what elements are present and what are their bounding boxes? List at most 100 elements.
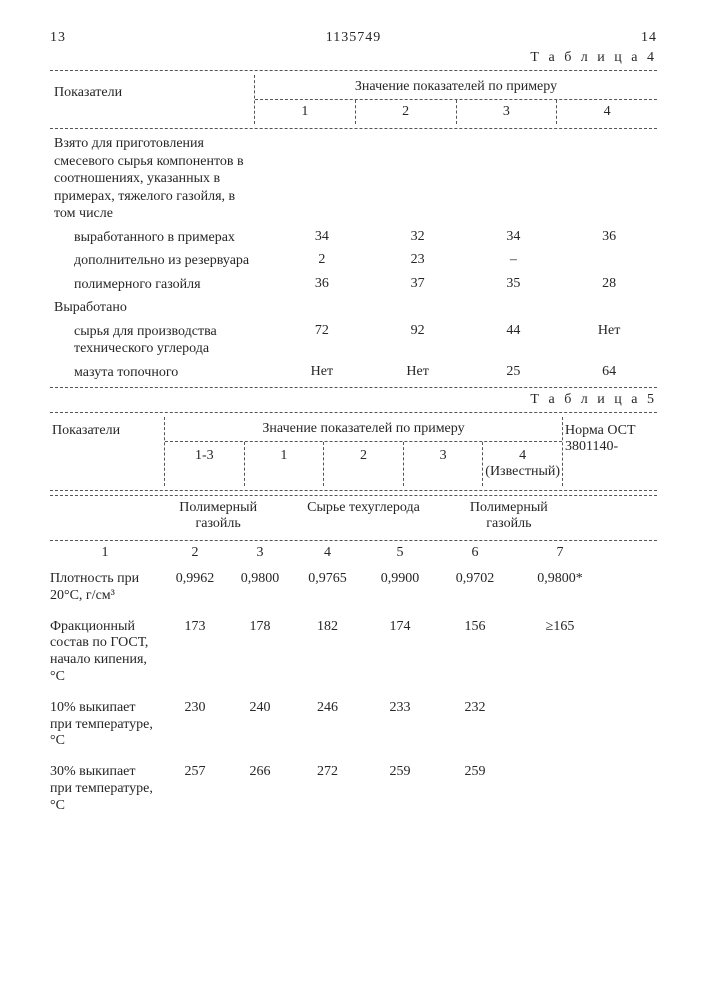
table5-colnum: 7: [515, 545, 605, 561]
table5-cell: 259: [365, 764, 435, 814]
table4-cell: [254, 299, 355, 317]
table5-cell: [515, 764, 605, 814]
table5-excol: 4 (Известный): [482, 442, 562, 486]
table5-cell: 156: [435, 619, 515, 686]
table5-cell: 240: [230, 700, 290, 750]
table4-cell: [355, 135, 456, 223]
divider: [50, 412, 657, 413]
table4-cell: [254, 135, 355, 223]
table4-cell: 2: [274, 252, 370, 270]
table4-body: Взято для приготовления смесевого сырья …: [50, 135, 657, 381]
table5-cell: 246: [290, 700, 365, 750]
table5-cell: 174: [365, 619, 435, 686]
divider: [50, 128, 657, 129]
table4-col: 2: [355, 100, 456, 124]
table5-cell: 259: [435, 764, 515, 814]
table4-indicators-label: Показатели: [50, 75, 254, 124]
table4-cell: Нет: [370, 364, 466, 382]
table4-col: 1: [255, 100, 355, 124]
table4-cell: [456, 135, 557, 223]
table4-row: дополнительно из резервуара223–: [50, 252, 657, 270]
table5-cell: 266: [230, 764, 290, 814]
table5-cell: 0,9900: [365, 571, 435, 605]
table5-colnum: 4: [290, 545, 365, 561]
page-left: 13: [50, 30, 66, 46]
table5-row: 30% выкипает при температуре, °С25726627…: [50, 764, 657, 814]
table4-cell: [556, 299, 657, 317]
table5-colnum: 5: [365, 545, 435, 561]
table4-row-label: Выработано: [50, 299, 254, 317]
table5-cell: 257: [160, 764, 230, 814]
table5-row: Фракционный состав по ГОСТ, начало кипен…: [50, 619, 657, 686]
table5-cell: 178: [230, 619, 290, 686]
table4-row-label: Взято для приготовления смесевого сырья …: [50, 135, 254, 223]
table5-group-row: Полимерный газойль Сырье техуглерода Пол…: [50, 495, 657, 536]
divider: [50, 540, 657, 541]
table4-row: мазута топочногоНетНет2564: [50, 364, 657, 382]
table5-row-label: Плотность при 20°С, г/см³: [50, 571, 160, 605]
table5-cell: 233: [365, 700, 435, 750]
table4-row: Взято для приготовления смесевого сырья …: [50, 135, 657, 223]
table4-cell: 36: [274, 276, 370, 294]
divider: [50, 490, 657, 491]
table5-colnum: 1: [50, 545, 160, 561]
table4-row: сырья для производства технического угле…: [50, 323, 657, 358]
table4-cell: 25: [466, 364, 562, 382]
table5-colnums: 1 2 3 4 5 6 7: [50, 545, 657, 561]
table5-cell: 182: [290, 619, 365, 686]
doc-number: 1135749: [66, 30, 641, 46]
table5-cell: 0,9702: [435, 571, 515, 605]
table4-cell: Нет: [561, 323, 657, 358]
table4-cell: 34: [274, 229, 370, 247]
table4-title: Т а б л и ц а 4: [50, 50, 657, 66]
table4-cell: 34: [466, 229, 562, 247]
table4-cell: 72: [274, 323, 370, 358]
table5-row-label: Фракционный состав по ГОСТ, начало кипен…: [50, 619, 160, 686]
table4-cell: 32: [370, 229, 466, 247]
table5-colnum: 2: [160, 545, 230, 561]
divider: [50, 387, 657, 388]
table4-row-label: сырья для производства технического угле…: [50, 323, 274, 358]
table5-cell: 173: [160, 619, 230, 686]
table5-group-caption: Значение показателей по примеру: [165, 417, 562, 441]
table4-cell: 23: [370, 252, 466, 270]
table5-grp-blank2: [567, 496, 657, 536]
table5-excol: 1-3: [165, 442, 244, 486]
table4-group-caption: Значение показателей по примеру: [255, 75, 657, 99]
table5-cell: 0,9765: [290, 571, 365, 605]
table4-cell: [556, 135, 657, 223]
table5-grp-poly2: Полимерный газойль: [451, 496, 567, 536]
table5-row-label: 10% выкипает при температуре, °С: [50, 700, 160, 750]
table5-colnum: 6: [435, 545, 515, 561]
table4-row-label: мазута топочного: [50, 364, 274, 382]
table5-colnum: 3: [230, 545, 290, 561]
table4-row: Выработано: [50, 299, 657, 317]
table4-cell: 92: [370, 323, 466, 358]
table4-row-label: дополнительно из резервуара: [50, 252, 274, 270]
table5-cell: [515, 700, 605, 750]
table4-cell: [456, 299, 557, 317]
table4-cell: [561, 252, 657, 270]
table4-cell: 28: [561, 276, 657, 294]
table4-cell: 37: [370, 276, 466, 294]
table5-grp-poly1: Полимерный газойль: [160, 496, 276, 536]
table5-cell: 0,9962: [160, 571, 230, 605]
table4-cell: 64: [561, 364, 657, 382]
table5-cell: 272: [290, 764, 365, 814]
table5-title: Т а б л и ц а 5: [50, 392, 657, 408]
table4-col: 4: [556, 100, 657, 124]
table4-row-label: полимерного газойля: [50, 276, 274, 294]
table5-cell: 0,9800*: [515, 571, 605, 605]
table4-cell: 44: [466, 323, 562, 358]
table5-excol: 2: [323, 442, 403, 486]
table5-header: Показатели Значение показателей по приме…: [50, 417, 657, 486]
table4-cell: 35: [466, 276, 562, 294]
table4-cell: [355, 299, 456, 317]
table4-cell: Нет: [274, 364, 370, 382]
table5-grp-blank: [50, 496, 160, 536]
table4-header: Показатели Значение показателей по приме…: [50, 75, 657, 124]
page-right: 14: [641, 30, 657, 46]
page-header: 13 1135749 14: [50, 30, 657, 46]
table5-indicators-label: Показатели: [50, 417, 165, 486]
divider: [50, 70, 657, 71]
